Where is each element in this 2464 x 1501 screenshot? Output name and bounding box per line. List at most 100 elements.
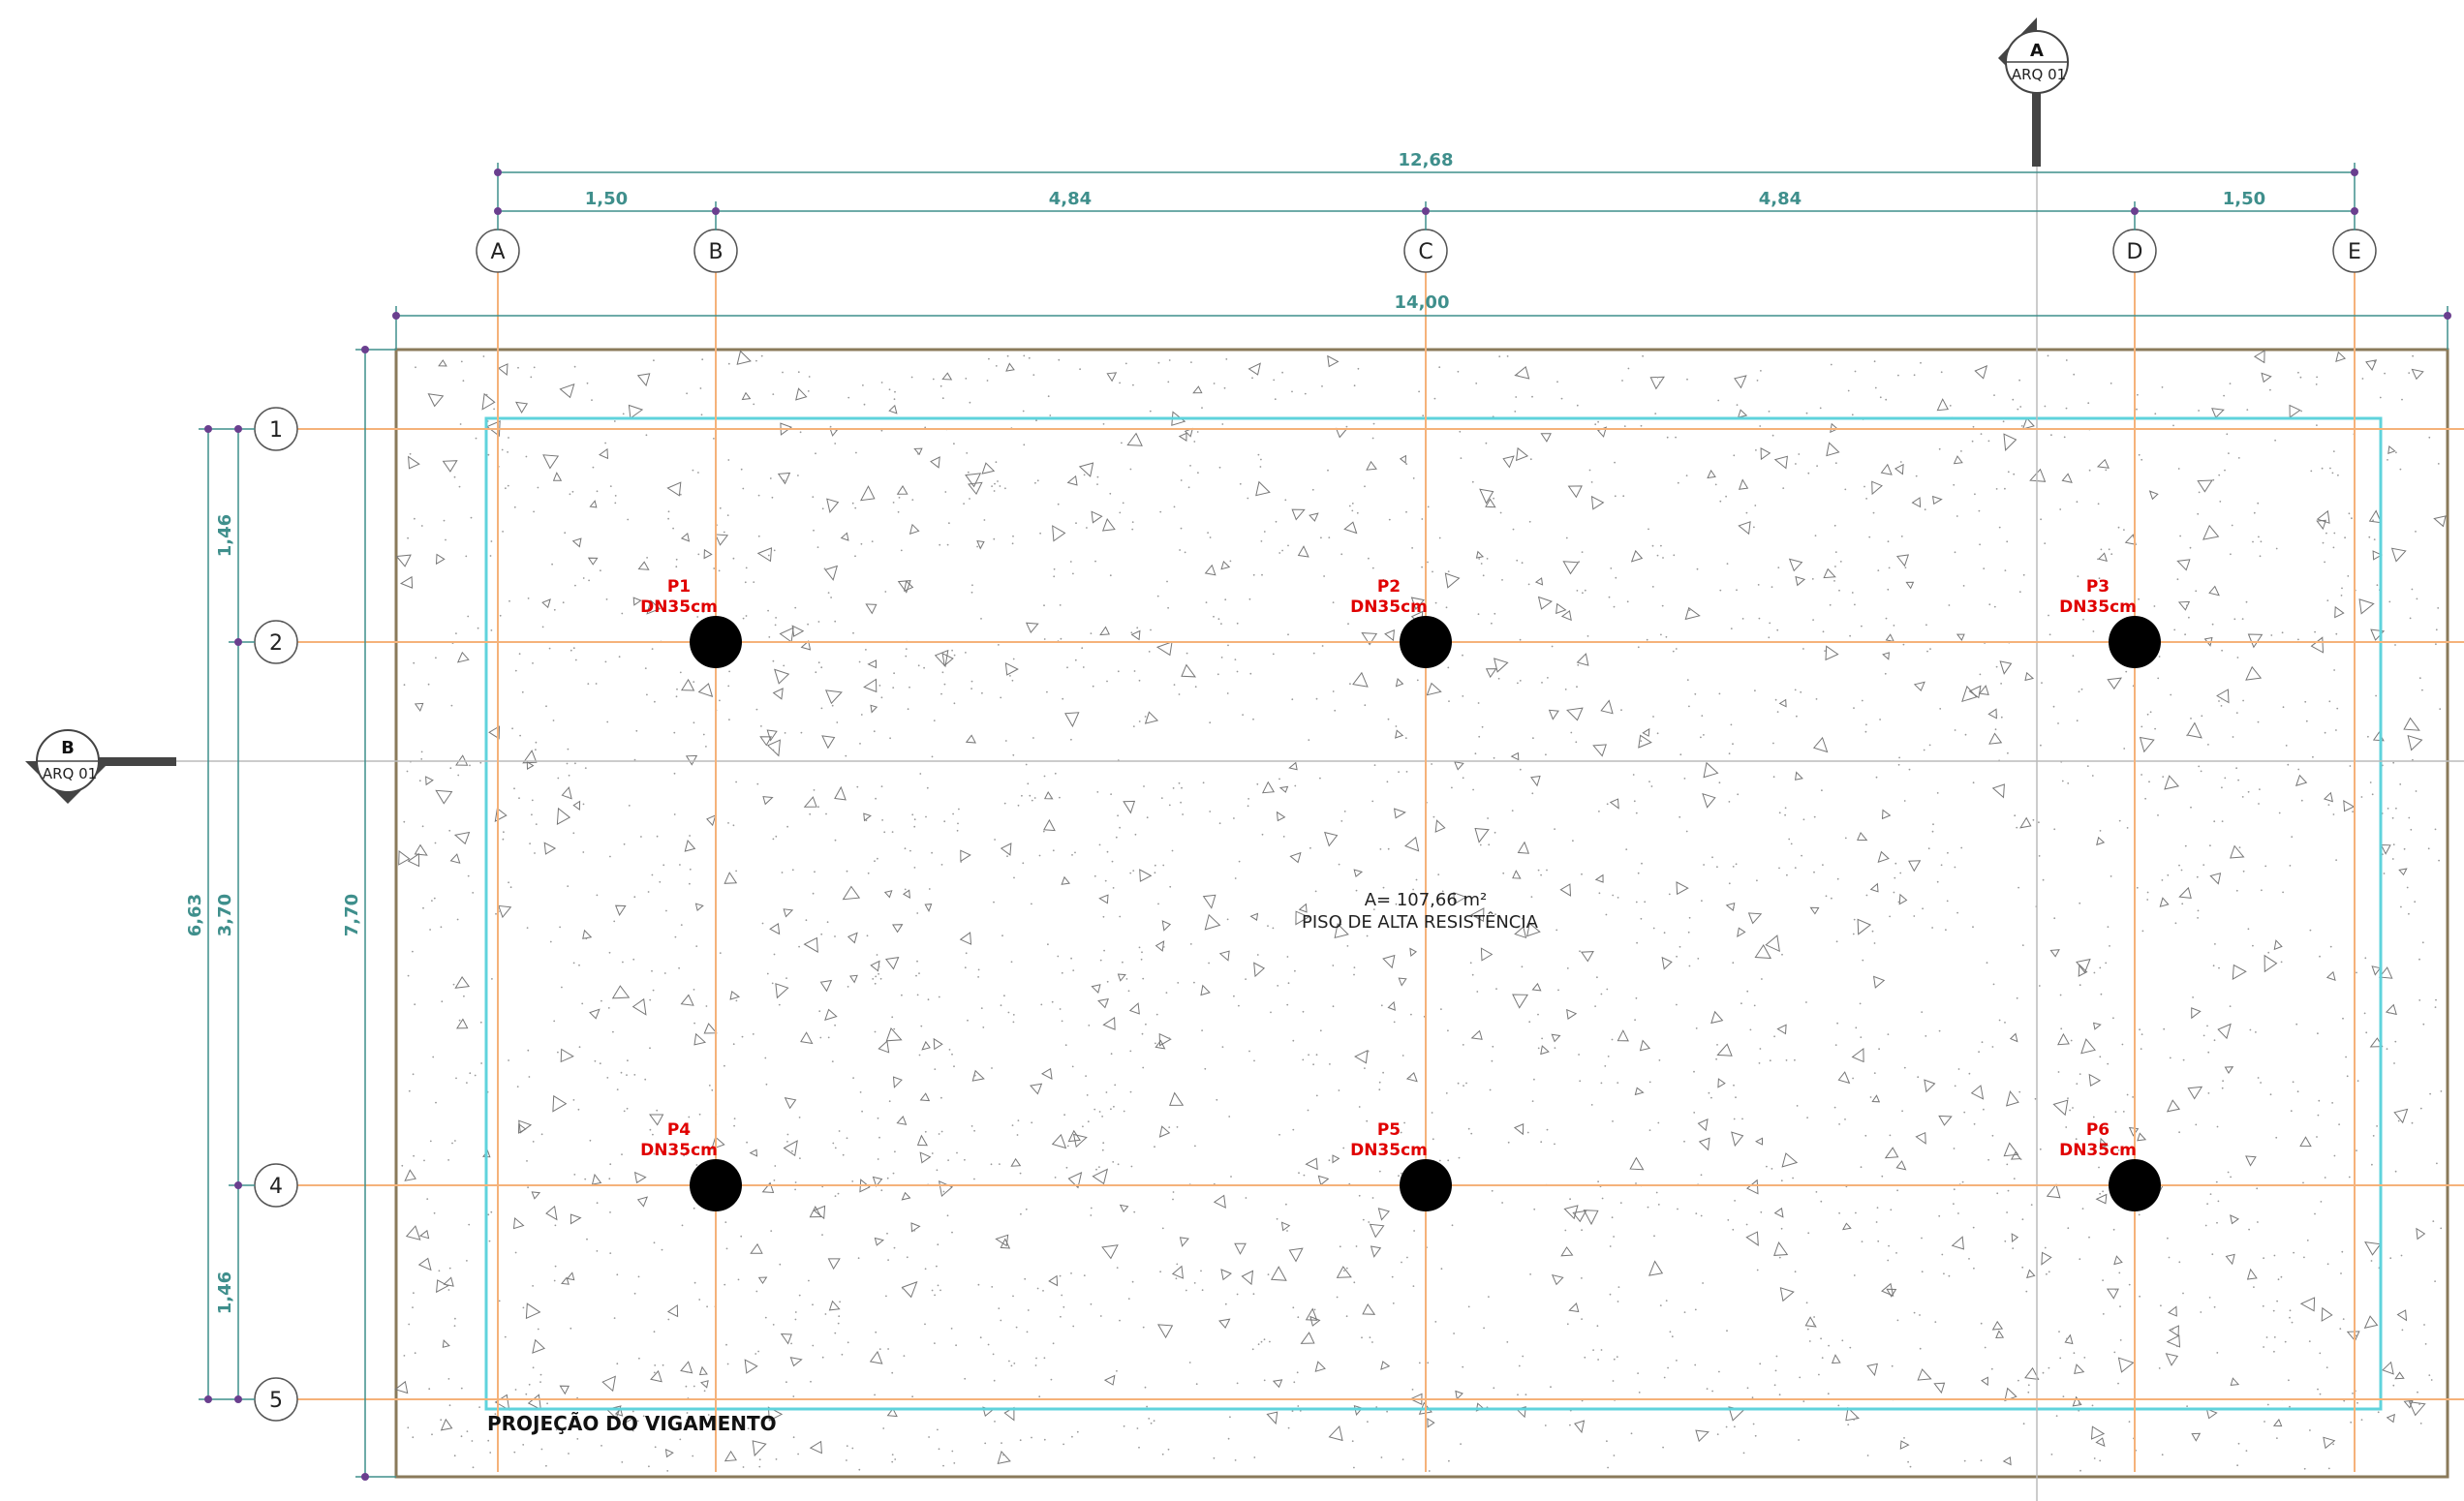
- hatch-dot: [1408, 1076, 1411, 1079]
- hatch-dot: [485, 393, 488, 396]
- hatch-dot: [1828, 1344, 1830, 1347]
- hatch-aggregate: [2024, 1366, 2040, 1381]
- hatch-dot: [931, 1152, 934, 1154]
- hatch-dot: [2314, 630, 2317, 633]
- hatch-dot: [794, 1311, 797, 1313]
- hatch-dot: [487, 1213, 490, 1216]
- hatch-dot: [1109, 492, 1112, 495]
- hatch-dot: [1557, 989, 1559, 992]
- hatch-dot: [589, 1139, 592, 1142]
- hatch-dot: [2335, 859, 2338, 861]
- hatch-dot: [1812, 1323, 1815, 1326]
- hatch-dot: [1043, 775, 1046, 778]
- hatch-aggregate: [1169, 1091, 1185, 1106]
- hatch-dot: [642, 1415, 645, 1418]
- hatch-aggregate: [1370, 1245, 1382, 1258]
- hatch-dot: [1238, 860, 1241, 863]
- hatch-dot: [2230, 1176, 2233, 1179]
- hatch-aggregate: [1289, 851, 1302, 864]
- hatch-dot: [706, 1305, 708, 1308]
- hatch-aggregate: [2323, 791, 2333, 803]
- hatch-dot: [689, 882, 691, 885]
- hatch-aggregate: [971, 1069, 985, 1082]
- hatch-dot: [649, 1047, 651, 1050]
- hatch-dot: [1293, 1381, 1296, 1384]
- hatch-aggregate: [960, 849, 971, 863]
- hatch-dot: [993, 901, 995, 904]
- hatch-dot: [1177, 982, 1180, 984]
- hatch-dot: [2081, 1208, 2084, 1210]
- hatch-dot: [626, 1074, 628, 1076]
- hatch-dot: [820, 933, 823, 935]
- hatch-dot: [799, 431, 802, 434]
- hatch-dot: [1519, 638, 1522, 641]
- hatch-aggregate: [1991, 1320, 2004, 1331]
- hatch-dot: [695, 1164, 698, 1166]
- hatch-dot: [1447, 570, 1450, 572]
- hatch-dot: [1592, 1349, 1594, 1351]
- hatch-dot: [1839, 561, 1842, 563]
- hatch-aggregate: [1911, 497, 1922, 508]
- beam-projection-outline: [484, 416, 2383, 1411]
- hatch-dot: [528, 1383, 531, 1386]
- hatch-dot: [1732, 1228, 1735, 1231]
- hatch-dot: [1345, 1315, 1348, 1318]
- hatch-dot: [412, 1436, 415, 1439]
- hatch-aggregate: [2386, 1413, 2395, 1424]
- hatch-dot: [1606, 803, 1609, 806]
- hatch-aggregate: [767, 1406, 784, 1422]
- hatch-dot: [1915, 475, 1918, 477]
- hatch-dot: [460, 1387, 463, 1390]
- hatch-aggregate: [703, 1023, 718, 1034]
- hatch-dot: [1733, 1084, 1735, 1087]
- hatch-dot: [1340, 923, 1342, 926]
- hatch-aggregate: [1530, 775, 1541, 787]
- hatch-dot: [775, 617, 777, 619]
- hatch-dot: [2421, 941, 2424, 944]
- hatch-dot: [678, 966, 680, 969]
- hatch-dot: [1516, 374, 1519, 377]
- hatch-dot: [1897, 374, 1899, 377]
- hatch-aggregate: [1158, 1032, 1172, 1047]
- hatch-dot: [2287, 763, 2290, 766]
- hatch-dot: [1121, 442, 1123, 444]
- hatch-dot: [812, 892, 815, 895]
- hatch-aggregate: [924, 904, 933, 913]
- hatch-dot: [2141, 930, 2144, 933]
- hatch-dot: [995, 365, 998, 367]
- hatch-dot: [2264, 1421, 2265, 1423]
- hatch-aggregate: [1513, 1123, 1525, 1136]
- hatch-dot: [2333, 1154, 2336, 1157]
- hatch-aggregate: [752, 1440, 767, 1457]
- hatch-aggregate: [919, 1151, 932, 1164]
- hatch-dot: [2281, 631, 2284, 634]
- hatch-aggregate: [919, 1092, 931, 1102]
- hatch-dot: [770, 1230, 773, 1232]
- hatch-dot: [2209, 1193, 2212, 1195]
- hatch-dot: [1043, 638, 1046, 640]
- hatch-dot: [1072, 969, 1075, 971]
- hatch-dot: [927, 998, 930, 1001]
- hatch-dot: [1913, 915, 1916, 917]
- hatch-dot: [1838, 1211, 1840, 1214]
- hatch-dot: [1416, 679, 1419, 682]
- hatch-dot: [666, 1470, 669, 1472]
- hatch-dot: [964, 966, 967, 969]
- hatch-dot: [909, 849, 911, 852]
- hatch-dot: [854, 506, 857, 509]
- hatch-dot: [2073, 1352, 2076, 1355]
- hatch-aggregate: [809, 1206, 822, 1218]
- hatch-dot: [2038, 985, 2041, 987]
- hatch-dot: [1854, 370, 1857, 373]
- hatch-dot: [490, 540, 493, 542]
- hatch-dot: [403, 1355, 406, 1357]
- hatch-aggregate: [1617, 1029, 1629, 1042]
- hatch-dot: [2141, 725, 2143, 728]
- hatch-dot: [1796, 1105, 1799, 1107]
- hatch-aggregate: [1826, 442, 1840, 457]
- hatch-dot: [1371, 1197, 1374, 1199]
- hatch-dot: [1974, 493, 1976, 496]
- hatch-dot: [955, 1344, 957, 1347]
- hatch-aggregate: [2097, 552, 2108, 563]
- hatch-dot: [2110, 875, 2112, 877]
